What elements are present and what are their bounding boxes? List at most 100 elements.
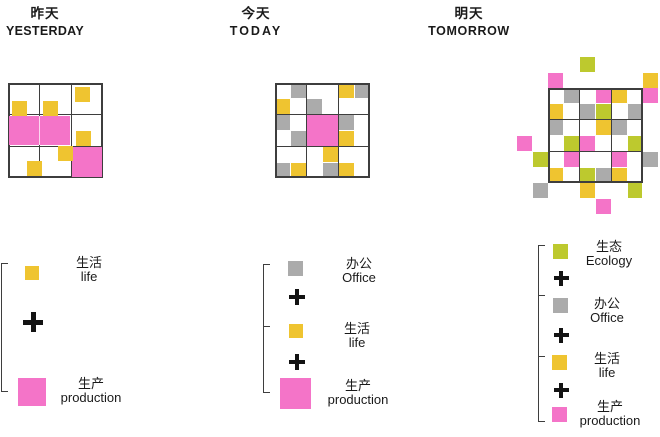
- grid-square-gray: [564, 88, 580, 104]
- header-today-zh: 今天: [241, 6, 271, 21]
- legend-bracket: [1, 263, 3, 392]
- plus-vbar: [559, 270, 563, 286]
- grid-line: [548, 150, 643, 152]
- grid-square-yellow: [338, 130, 354, 146]
- grid-square-yellow: [26, 161, 42, 177]
- grid-square-yellow: [75, 87, 90, 103]
- grid-line: [548, 88, 550, 183]
- grid-line: [275, 176, 370, 178]
- grid-square-gray: [322, 162, 338, 178]
- grid-line: [70, 83, 72, 178]
- legend-label-en: life: [348, 334, 366, 350]
- grid-square-green: [564, 135, 580, 151]
- legend-swatch-gray: [288, 261, 303, 276]
- grid-square-yellow: [548, 167, 564, 183]
- legend-label-zh: 生态: [595, 239, 622, 254]
- grid-line: [548, 181, 643, 183]
- legend-swatch-pink: [552, 407, 567, 422]
- grid-square-gray: [291, 83, 307, 99]
- legend-label-en: life: [598, 364, 616, 380]
- grid-square-yellow: [58, 146, 74, 162]
- grid-square-gray: [611, 120, 627, 135]
- grid-square-pink: [580, 135, 595, 151]
- plus-icon: [289, 354, 305, 370]
- grid-square-green: [627, 183, 643, 199]
- grid-line: [8, 176, 103, 178]
- legend-swatch-gray: [553, 298, 568, 313]
- header-today-en: TODAY: [229, 24, 283, 38]
- grid-square-gray: [275, 162, 291, 178]
- grid-square-green: [580, 167, 595, 183]
- legend-swatch-yellow: [552, 355, 567, 370]
- legend-label: 生产 production: [535, 400, 660, 427]
- grid-square-pink: [643, 88, 659, 104]
- legend-label: 办公 Office: [532, 297, 660, 324]
- header-yesterday-zh: 昨天: [30, 6, 60, 21]
- legend-label-en: life: [80, 268, 98, 284]
- plus-vbar: [295, 289, 299, 305]
- legend-bracket-tick: [1, 391, 8, 393]
- grid-square-yellow: [42, 100, 58, 116]
- grid-line: [275, 145, 370, 147]
- legend-swatch-pink: [280, 378, 311, 409]
- legend-bracket-tick: [1, 263, 8, 265]
- legend-label-en: Office: [342, 269, 376, 285]
- grid-square-green: [580, 56, 595, 72]
- legend-label-en: production: [60, 389, 122, 405]
- grid-tomorrow: [516, 56, 659, 215]
- grid-square-yellow: [76, 131, 91, 147]
- grid-square-gray: [354, 83, 370, 99]
- legend-label-zh: 生活: [343, 321, 370, 336]
- legend-bracket-tick: [538, 421, 545, 423]
- grid-line: [101, 83, 103, 178]
- grid-square-yellow: [275, 99, 291, 115]
- legend-label-zh: 生活: [593, 351, 620, 366]
- grid-square-gray: [532, 183, 548, 199]
- legend-label: 生活 life: [532, 352, 660, 379]
- plus-vbar: [559, 327, 563, 343]
- grid-square-yellow: [338, 162, 354, 178]
- header-yesterday: 昨天 YESTERDAY: [0, 6, 125, 39]
- plus-icon: [23, 312, 43, 332]
- legend-label-zh: 生产: [344, 378, 371, 393]
- grid-square-gray: [643, 151, 659, 167]
- grid-square-yellow: [322, 146, 338, 162]
- grid-square-gray: [338, 115, 354, 130]
- grid-square-pink: [516, 135, 532, 151]
- legend-swatch-yellow: [289, 324, 303, 338]
- legend-swatch-yellow: [25, 266, 39, 280]
- grid-line: [368, 83, 370, 178]
- legend-swatch-pink: [18, 378, 46, 406]
- legend-label-zh: 办公: [593, 296, 620, 311]
- grid-square-green: [532, 151, 548, 167]
- grid-square-pink: [595, 199, 611, 215]
- grid-line: [8, 83, 10, 178]
- legend-label-zh: 生产: [77, 376, 104, 391]
- grid-square-yellow: [643, 72, 659, 88]
- legend-bracket: [263, 264, 265, 393]
- grid-cell-seam: [38, 115, 41, 146]
- legend-label-en: production: [327, 391, 389, 407]
- legend-label-en: production: [579, 412, 641, 428]
- grid-square-yellow: [611, 167, 627, 183]
- grid-pink-block: [72, 147, 102, 177]
- legend-bracket-tick: [538, 356, 545, 358]
- grid-square-pink: [611, 151, 627, 167]
- legend-label: 生产 production: [16, 377, 166, 404]
- legend-bracket-tick: [263, 326, 270, 328]
- grid-square-gray: [291, 130, 307, 146]
- grid-line: [275, 83, 370, 85]
- grid-pink-block: [306, 114, 339, 147]
- grid-square-gray: [548, 120, 564, 135]
- grid-yesterday: [8, 83, 103, 178]
- grid-square-yellow: [11, 100, 27, 116]
- grid-line: [579, 88, 581, 183]
- grid-line: [8, 83, 103, 85]
- legend-label: 生态 Ecology: [534, 240, 660, 267]
- grid-square-pink: [564, 151, 580, 167]
- legend-label: 生产 production: [283, 379, 433, 406]
- grid-line: [275, 83, 277, 178]
- grid-line: [610, 88, 612, 183]
- legend-label: 办公 Office: [284, 257, 434, 284]
- header-tomorrow-zh: 明天: [454, 6, 484, 21]
